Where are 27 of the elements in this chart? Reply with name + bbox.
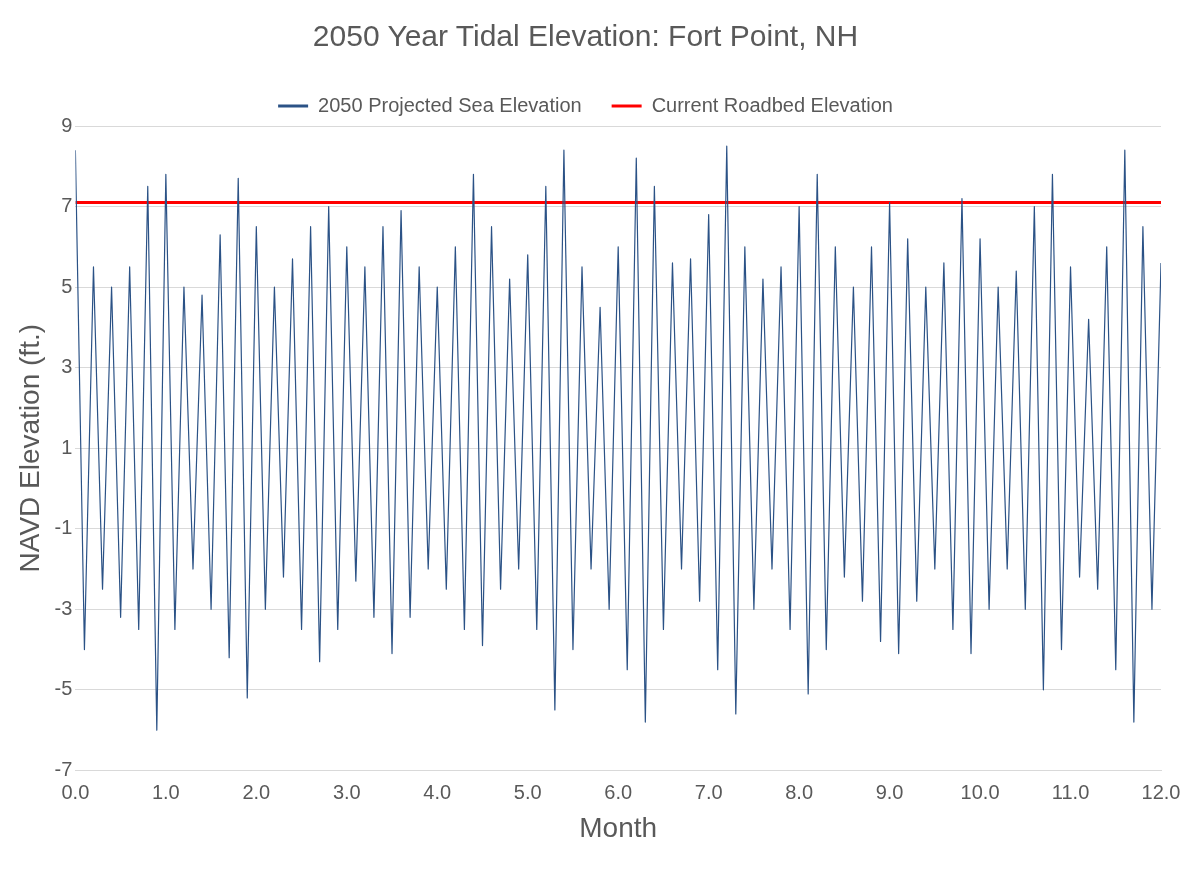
x-tick-label: 10.0 [960, 780, 1000, 803]
y-tick-label: 1 [61, 435, 73, 458]
legend-label: 2050 Projected Sea Elevation [318, 93, 582, 116]
x-tick-label: 3.0 [332, 780, 361, 803]
x-tick-label: 0.0 [61, 780, 90, 803]
y-tick-label: 3 [61, 355, 73, 378]
x-tick-label: 5.0 [513, 780, 542, 803]
y-axis-title: NAVD Elevation (ft.) [13, 323, 45, 573]
x-tick-label: 2.0 [242, 780, 271, 803]
y-tick-label: 9 [61, 113, 73, 136]
x-tick-label: 4.0 [423, 780, 452, 803]
y-tick-label: 5 [61, 274, 73, 297]
y-tick-label: -1 [54, 516, 73, 539]
x-tick-label: 8.0 [785, 780, 814, 803]
x-tick-label: 9.0 [875, 780, 904, 803]
x-tick-label: 6.0 [604, 780, 633, 803]
x-axis-title: Month [579, 811, 658, 843]
chart-title: 2050 Year Tidal Elevation: Fort Point, NH [312, 19, 859, 53]
y-tick-label: 7 [61, 194, 73, 217]
y-tick-label: -3 [54, 596, 73, 619]
x-tick-label: 11.0 [1051, 780, 1090, 803]
y-tick-label: -5 [54, 677, 73, 700]
x-tick-label: 1.0 [151, 780, 180, 803]
legend-label: Current Roadbed Elevation [651, 93, 893, 116]
x-tick-label: 12.0 [1141, 780, 1181, 803]
x-tick-label: 7.0 [694, 780, 723, 803]
y-tick-label: -7 [54, 757, 73, 780]
